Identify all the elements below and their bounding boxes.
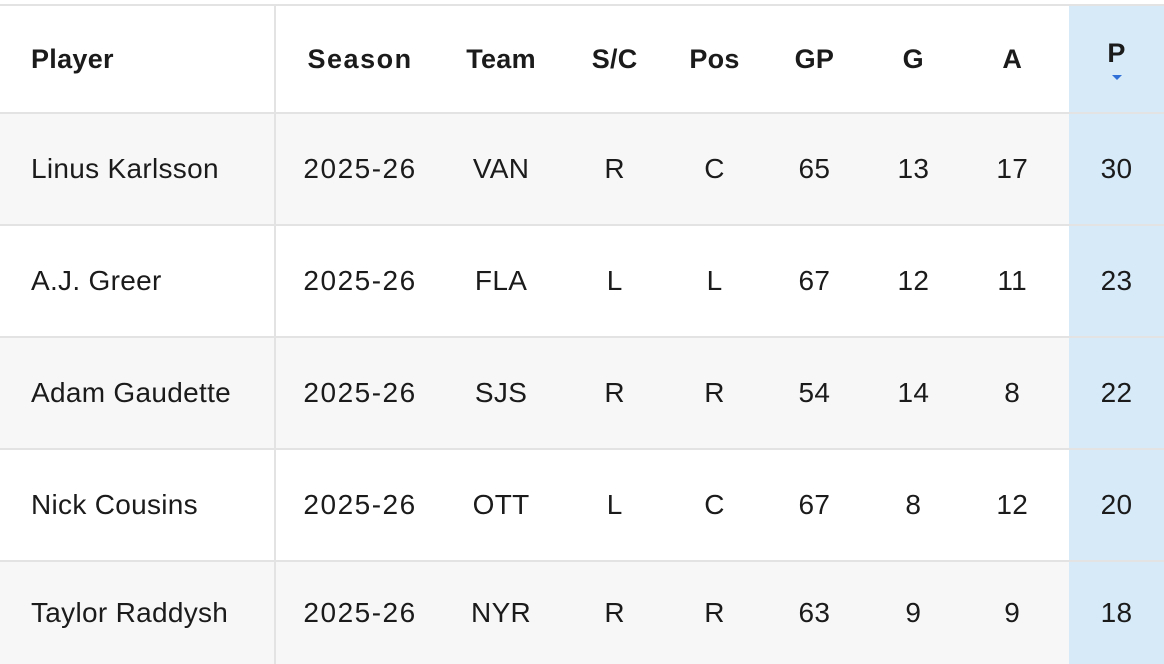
cell-points: 18	[1069, 562, 1164, 664]
cell-assists: 8	[1004, 377, 1021, 408]
cell-goals: 13	[897, 153, 930, 184]
cell-shoots: R	[604, 377, 625, 408]
cell-player[interactable]: Taylor Raddysh	[0, 562, 276, 664]
cell-points: 30	[1069, 114, 1164, 224]
column-header-goals[interactable]: G	[871, 6, 955, 112]
cell-season: 2025-26	[303, 597, 417, 628]
cell-season: 2025-26	[303, 265, 417, 296]
cell-position: C	[704, 489, 725, 520]
cell-points: 20	[1069, 450, 1164, 560]
cell-team: FLA	[474, 265, 528, 296]
cell-games-played: 63	[798, 597, 831, 628]
column-header-assists[interactable]: A	[955, 6, 1069, 112]
cell-position: R	[704, 597, 725, 628]
cell-team: OTT	[472, 489, 530, 520]
cell-assists: 12	[996, 489, 1029, 520]
table-header-row: Player Season Team S/C Pos GP G A P	[0, 6, 1164, 114]
cell-team: VAN	[472, 153, 530, 184]
cell-goals: 12	[897, 265, 930, 296]
cell-goals: 14	[897, 377, 930, 408]
cell-shoots: L	[606, 265, 623, 296]
cell-shoots: R	[604, 153, 625, 184]
cell-player[interactable]: Linus Karlsson	[0, 114, 276, 224]
column-header-shoots[interactable]: S/C	[558, 6, 672, 112]
cell-games-played: 67	[798, 489, 831, 520]
column-header-label: G	[902, 43, 924, 74]
cell-player[interactable]: Adam Gaudette	[0, 338, 276, 448]
cell-season: 2025-26	[303, 489, 417, 520]
column-header-label: GP	[794, 43, 835, 74]
column-header-label: P	[1107, 38, 1126, 68]
column-header-position[interactable]: Pos	[671, 6, 757, 112]
cell-shoots: L	[606, 489, 623, 520]
table-top-border	[0, 4, 1164, 6]
cell-position: L	[706, 265, 723, 296]
cell-games-played: 54	[798, 377, 831, 408]
table-row[interactable]: Nick Cousins 2025-26 OTT L C 67 8 12 20	[0, 450, 1164, 562]
cell-season: 2025-26	[303, 153, 417, 184]
cell-player[interactable]: Nick Cousins	[0, 450, 276, 560]
cell-games-played: 67	[798, 265, 831, 296]
cell-season: 2025-26	[303, 377, 417, 408]
cell-goals: 9	[905, 597, 922, 628]
cell-team: SJS	[474, 377, 528, 408]
column-header-label: Player	[31, 43, 114, 74]
cell-points: 23	[1069, 226, 1164, 336]
table-row[interactable]: A.J. Greer 2025-26 FLA L L 67 12 11 23	[0, 226, 1164, 338]
column-header-points[interactable]: P	[1069, 6, 1164, 112]
cell-goals: 8	[905, 489, 922, 520]
cell-position: C	[704, 153, 725, 184]
cell-shoots: R	[604, 597, 625, 628]
sort-descending-icon	[1111, 75, 1122, 80]
column-header-label: A	[1002, 43, 1023, 74]
cell-position: R	[704, 377, 725, 408]
table-row[interactable]: Taylor Raddysh 2025-26 NYR R R 63 9 9 18	[0, 562, 1164, 664]
cell-assists: 9	[1004, 597, 1021, 628]
column-header-player[interactable]: Player	[0, 6, 276, 112]
column-header-label: Team	[466, 43, 536, 74]
cell-games-played: 65	[798, 153, 831, 184]
cell-points: 22	[1069, 338, 1164, 448]
table-row[interactable]: Adam Gaudette 2025-26 SJS R R 54 14 8 22	[0, 338, 1164, 450]
column-header-label: Pos	[689, 43, 740, 74]
column-header-season[interactable]: Season	[276, 6, 444, 112]
column-header-team[interactable]: Team	[444, 6, 558, 112]
cell-assists: 17	[996, 153, 1029, 184]
cell-team: NYR	[471, 597, 532, 628]
column-header-label: Season	[307, 43, 413, 74]
table-row[interactable]: Linus Karlsson 2025-26 VAN R C 65 13 17 …	[0, 114, 1164, 226]
cell-player[interactable]: A.J. Greer	[0, 226, 276, 336]
column-header-label: S/C	[591, 43, 638, 74]
column-header-games-played[interactable]: GP	[758, 6, 872, 112]
cell-assists: 11	[997, 265, 1028, 296]
